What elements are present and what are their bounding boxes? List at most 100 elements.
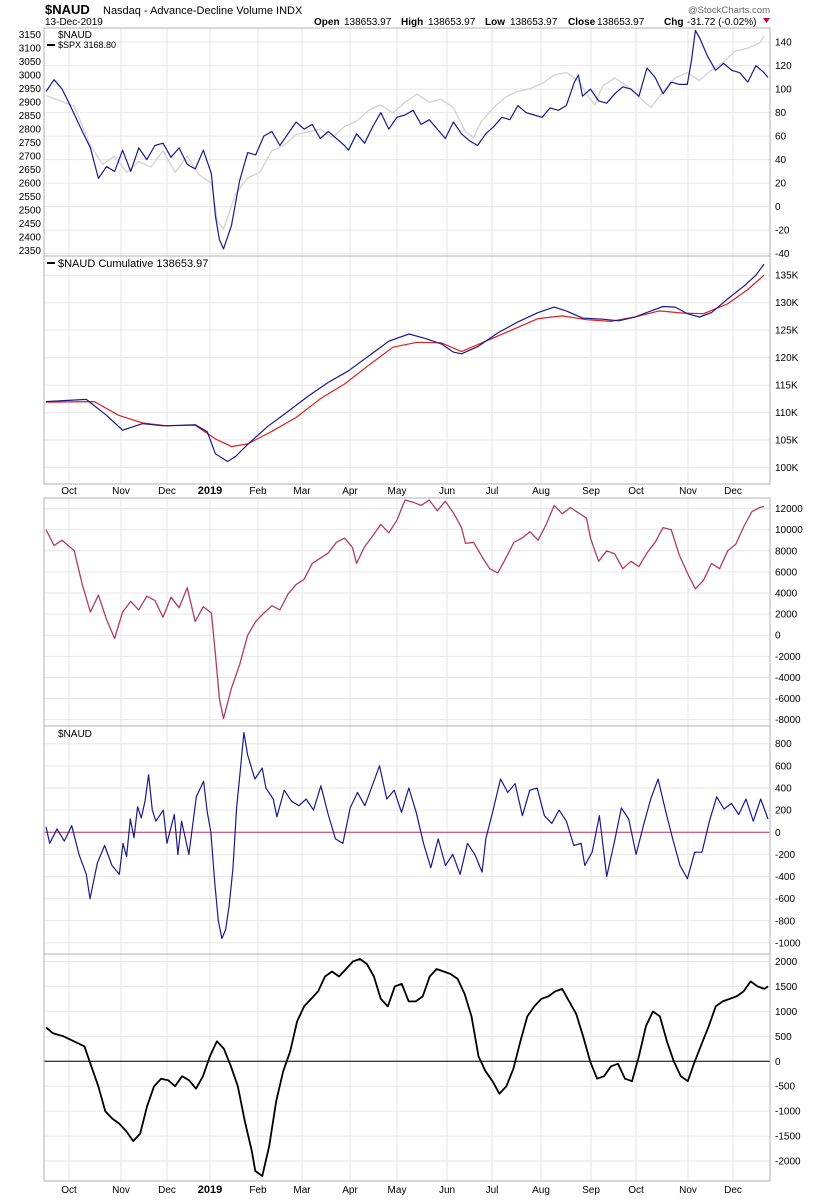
left-axis-tick-label: 2750 (19, 138, 42, 149)
x-axis-label: Jul (486, 1185, 499, 1196)
left-axis-tick-label: 2700 (19, 152, 42, 163)
x-axis-label: Oct (61, 486, 77, 497)
right-axis-tick-label: -1000 (775, 938, 801, 949)
right-axis-tick-label: -6000 (775, 694, 801, 705)
right-axis-tick-label: 125K (775, 326, 799, 337)
x-axis-label: Dec (724, 1185, 742, 1196)
open-label: Open (314, 17, 340, 28)
right-axis-tick-label: 105K (775, 436, 799, 447)
right-axis-tick-label: 100 (775, 85, 792, 96)
panel-border (43, 953, 771, 1182)
x-axis-label: Aug (532, 1185, 550, 1196)
right-axis-tick-label: 600 (775, 761, 792, 772)
symbol-description: Nasdaq - Advance-Decline Volume INDX (103, 5, 303, 17)
left-axis-tick-label: 2600 (19, 179, 42, 190)
daily-naud-line (45, 731, 769, 940)
chart-header: $NAUD Nasdaq - Advance-Decline Volume IN… (45, 2, 770, 28)
x-axis-label: Sep (582, 486, 600, 497)
right-axis-tick-label: -600 (775, 894, 795, 905)
stockcharts-watermark: @StockCharts.com (688, 5, 770, 16)
left-axis-tick-label: 2350 (19, 246, 42, 257)
right-axis-tick-label: 0 (775, 202, 781, 213)
right-axis-tick-label: -2000 (775, 652, 801, 663)
right-axis-tick-label: -20 (775, 226, 790, 237)
panel-cumulative (43, 255, 771, 485)
x-axis-label: Aug (532, 486, 550, 497)
right-axis-tick-label: 200 (775, 806, 792, 817)
spx-line (45, 35, 765, 230)
right-axis-tick-label: -40 (775, 249, 790, 260)
x-axis-label: Sep (582, 1185, 600, 1196)
right-axis-tick-label: -8000 (775, 715, 801, 726)
high-value: 138653.97 (428, 17, 476, 28)
x-axis-label: May (388, 1185, 407, 1196)
right-axis-tick-label: -500 (775, 1082, 795, 1093)
right-axis-tick-label: -1500 (775, 1132, 801, 1143)
x-axis-label: 2019 (198, 485, 222, 497)
x-axis-label: Dec (158, 1185, 176, 1196)
chg-value: -31.72 (-0.02%) (687, 17, 756, 28)
naud-line (45, 29, 769, 250)
legend-spx: $SPX 3168.80 (58, 40, 116, 50)
right-axis-tick-label: 8000 (775, 546, 798, 557)
right-axis-tick-label: 0 (775, 631, 781, 642)
right-axis-tick-label: 12000 (775, 504, 803, 515)
x-axis-label: Dec (158, 486, 176, 497)
right-axis-tick-label: 40 (775, 155, 787, 166)
down-arrow-icon (763, 18, 770, 23)
x-axis-label: Oct (61, 1185, 77, 1196)
panel-daily (43, 725, 771, 955)
right-axis-tick-label: 2000 (775, 610, 798, 621)
x-axis-label: Apr (342, 486, 358, 497)
panel-price (43, 27, 771, 257)
panel-oscillator-1 (43, 497, 771, 727)
left-axis-tick-label: 2500 (19, 206, 42, 217)
right-axis-tick-label: -4000 (775, 673, 801, 684)
right-axis-tick-label: -200 (775, 850, 795, 861)
x-axis-label: Mar (293, 486, 311, 497)
right-axis-tick-label: 10000 (775, 525, 803, 536)
left-axis-tick-label: 3000 (19, 71, 42, 82)
left-axis-tick-label: 3050 (19, 57, 42, 68)
right-axis-tick-label: -800 (775, 916, 795, 927)
left-axis-tick-label: 2800 (19, 125, 42, 136)
chg-label: Chg (664, 17, 683, 28)
right-axis-tick-label: 120 (775, 61, 792, 72)
right-axis-tick-label: 0 (775, 1057, 781, 1068)
low-value: 138653.97 (510, 17, 558, 28)
x-axis-label: Nov (679, 486, 697, 497)
close-label: Close (568, 17, 596, 28)
panel-oscillator-2 (43, 953, 771, 1182)
x-axis-label: Mar (293, 1185, 311, 1196)
left-axis-tick-label: 2650 (19, 165, 42, 176)
x-axis-label: Nov (679, 1185, 697, 1196)
panel-background (44, 28, 770, 256)
oscillator-2-line (45, 958, 769, 1177)
x-axis-label: Nov (112, 1185, 130, 1196)
right-axis-tick-label: 2000 (775, 957, 798, 968)
right-axis-tick-label: 800 (775, 739, 792, 750)
x-axis-label: Jun (439, 1185, 455, 1196)
panel-background (44, 954, 770, 1181)
left-axis-tick-label: 2550 (19, 192, 42, 203)
legend-cumulative: $NAUD Cumulative 138653.97 (58, 258, 208, 270)
panel-background (44, 726, 770, 954)
right-axis-tick-label: 130K (775, 298, 799, 309)
panel-border (43, 255, 771, 485)
right-axis-tick-label: 110K (775, 408, 798, 419)
x-axis-label: Nov (112, 486, 130, 497)
chart-date: 13-Dec-2019 (45, 17, 103, 28)
right-axis-tick-label: 100K (775, 463, 799, 474)
left-axis-tick-label: 2950 (19, 84, 42, 95)
right-axis-tick-label: 115K (775, 381, 798, 392)
x-axis-label: 2019 (198, 1184, 222, 1196)
right-axis-tick-label: -2000 (775, 1157, 801, 1168)
x-axis-label: Jun (439, 486, 455, 497)
x-axis-label: Oct (628, 1185, 644, 1196)
right-axis-tick-label: 60 (775, 132, 787, 143)
panel-background (44, 256, 770, 484)
right-axis-tick-label: -400 (775, 872, 795, 883)
legend-daily-naud: $NAUD (58, 729, 92, 740)
legend-naud: $NAUD (58, 30, 92, 41)
right-axis-tick-label: 0 (775, 828, 781, 839)
